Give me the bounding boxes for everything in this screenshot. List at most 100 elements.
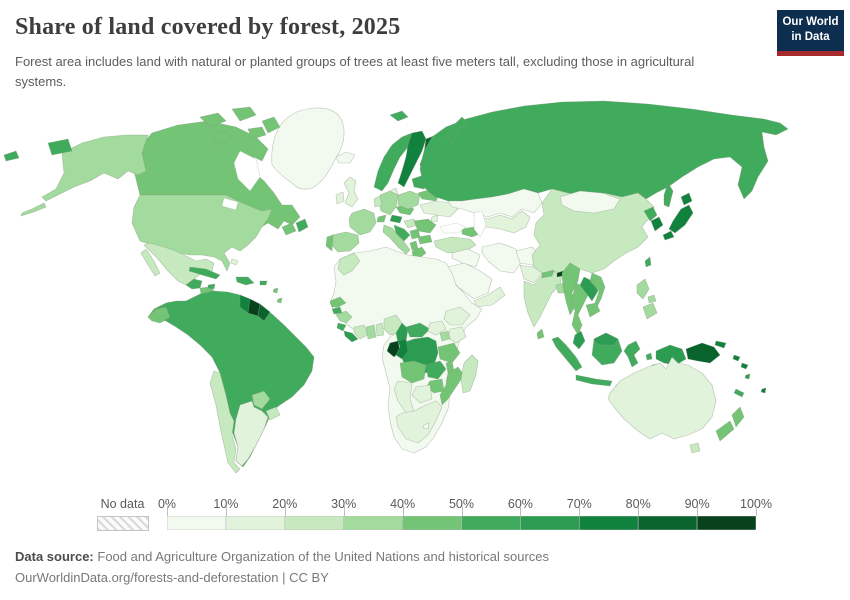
legend-bin-5[interactable] bbox=[461, 516, 521, 530]
country-togo-benin[interactable] bbox=[375, 322, 385, 337]
country-congo[interactable] bbox=[395, 338, 409, 360]
country-australia-tasmania[interactable] bbox=[689, 442, 701, 454]
country-turkey[interactable] bbox=[433, 236, 477, 254]
country-puerto-rico[interactable] bbox=[259, 280, 268, 286]
country-moldova[interactable] bbox=[430, 214, 439, 223]
legend-bin-2[interactable] bbox=[284, 516, 345, 530]
country-cuba[interactable] bbox=[188, 266, 221, 280]
country-mongolia[interactable] bbox=[559, 190, 621, 214]
country-indonesia-sulawesi[interactable] bbox=[623, 340, 641, 368]
country-svalbard[interactable] bbox=[389, 110, 409, 122]
country-philippines-visayas[interactable] bbox=[647, 294, 657, 304]
country-romania[interactable] bbox=[413, 218, 437, 234]
country-china[interactable] bbox=[531, 188, 655, 274]
country-paraguay[interactable] bbox=[251, 390, 271, 410]
country-newfoundland[interactable] bbox=[295, 218, 309, 233]
legend-bin-3[interactable] bbox=[343, 516, 403, 530]
country-japan-honshu[interactable] bbox=[668, 204, 694, 234]
country-france[interactable] bbox=[348, 208, 377, 236]
country-ethiopia[interactable] bbox=[443, 306, 471, 326]
country-albania-macedonia[interactable] bbox=[409, 240, 419, 251]
country-ireland[interactable] bbox=[335, 191, 345, 205]
country-austria[interactable] bbox=[389, 214, 403, 224]
country-nepal[interactable] bbox=[541, 269, 555, 279]
country-syria-iraq[interactable] bbox=[451, 248, 481, 268]
country-australia[interactable] bbox=[607, 356, 717, 440]
country-sweden[interactable] bbox=[397, 130, 427, 188]
country-lesser-antilles[interactable] bbox=[276, 297, 283, 304]
country-cambodia[interactable] bbox=[585, 302, 601, 318]
country-ivory-coast[interactable] bbox=[353, 324, 369, 340]
legend-bin-6[interactable] bbox=[520, 516, 580, 530]
country-indonesia-moluccas[interactable] bbox=[645, 352, 653, 361]
country-italy[interactable] bbox=[382, 224, 411, 255]
country-canada-arctic-island[interactable] bbox=[231, 106, 257, 122]
country-ecuador[interactable] bbox=[147, 306, 171, 324]
country-canada-nova-scotia[interactable] bbox=[281, 222, 297, 236]
country-uganda[interactable] bbox=[439, 330, 451, 342]
country-tanzania[interactable] bbox=[437, 342, 461, 364]
country-canada-arctic-island[interactable] bbox=[199, 112, 227, 128]
country-morocco[interactable] bbox=[337, 252, 361, 276]
country-greenland[interactable] bbox=[271, 107, 345, 190]
legend-bin-4[interactable] bbox=[402, 516, 462, 530]
country-uruguay[interactable] bbox=[265, 406, 281, 421]
country-usa-aleutians[interactable] bbox=[20, 202, 47, 217]
country-japan-hokkaido[interactable] bbox=[680, 192, 693, 206]
country-jamaica[interactable] bbox=[207, 283, 216, 290]
country-benelux[interactable] bbox=[373, 195, 383, 208]
country-central-african-republic[interactable] bbox=[405, 322, 431, 338]
legend-no-data-swatch[interactable] bbox=[97, 516, 149, 531]
country-russia[interactable] bbox=[419, 100, 789, 202]
country-new-zealand-south[interactable] bbox=[715, 420, 735, 442]
country-malaysia-borneo[interactable] bbox=[593, 332, 619, 346]
country-png-new-britain[interactable] bbox=[714, 340, 727, 349]
country-solomon-islands[interactable] bbox=[732, 354, 741, 362]
country-malaysia-peninsula[interactable] bbox=[572, 330, 586, 350]
country-philippines-mindanao[interactable] bbox=[642, 302, 658, 320]
country-switzerland[interactable] bbox=[376, 214, 387, 223]
country-spain[interactable] bbox=[330, 231, 360, 253]
country-taiwan[interactable] bbox=[644, 256, 652, 268]
country-bahamas[interactable] bbox=[230, 258, 239, 266]
country-vanuatu[interactable] bbox=[744, 373, 751, 380]
country-hispaniola[interactable] bbox=[235, 276, 255, 286]
country-indonesia-java[interactable] bbox=[575, 374, 613, 387]
country-bulgaria[interactable] bbox=[417, 234, 433, 245]
legend-bin-9[interactable] bbox=[696, 516, 756, 530]
country-papua-new-guinea[interactable] bbox=[685, 342, 721, 364]
country-philippines-luzon[interactable] bbox=[636, 278, 650, 300]
country-russia-wrap-west[interactable] bbox=[47, 138, 73, 156]
country-canada-arctic-island[interactable] bbox=[209, 130, 233, 146]
country-south-sudan[interactable] bbox=[427, 320, 447, 336]
country-french-guiana[interactable] bbox=[257, 303, 271, 322]
country-senegal[interactable] bbox=[329, 296, 347, 308]
country-sri-lanka[interactable] bbox=[536, 328, 545, 340]
country-lesotho[interactable] bbox=[422, 422, 430, 430]
country-kazakhstan[interactable] bbox=[447, 188, 543, 218]
country-guatemala[interactable] bbox=[185, 278, 203, 290]
country-sierra-leone[interactable] bbox=[336, 322, 347, 332]
country-indonesia-sumatra[interactable] bbox=[551, 336, 583, 372]
country-canada-arctic-island[interactable] bbox=[261, 116, 281, 134]
country-zambia[interactable] bbox=[425, 360, 447, 380]
legend-bin-7[interactable] bbox=[578, 516, 639, 530]
country-poland[interactable] bbox=[397, 190, 421, 210]
country-north-korea[interactable] bbox=[643, 206, 658, 222]
country-guinea[interactable] bbox=[335, 310, 353, 324]
country-croatia-bosnia[interactable] bbox=[393, 224, 411, 242]
legend-bin-0[interactable] bbox=[167, 516, 227, 530]
country-new-caledonia[interactable] bbox=[733, 388, 745, 398]
country-iceland[interactable] bbox=[335, 151, 356, 164]
country-fiji[interactable] bbox=[760, 387, 767, 394]
country-south-africa[interactable] bbox=[395, 400, 443, 444]
country-ukraine[interactable] bbox=[419, 200, 459, 218]
citation-link[interactable]: OurWorldinData.org/forests-and-deforesta… bbox=[15, 570, 329, 586]
country-indonesia-west-papua[interactable] bbox=[655, 344, 687, 366]
country-mexico-baja[interactable] bbox=[140, 248, 161, 277]
country-south-korea[interactable] bbox=[650, 216, 664, 232]
country-solomon-islands[interactable] bbox=[740, 362, 749, 370]
country-russia-novaya-zemlya[interactable] bbox=[445, 116, 468, 144]
country-chile[interactable] bbox=[209, 370, 241, 474]
country-lesser-antilles[interactable] bbox=[272, 287, 279, 294]
